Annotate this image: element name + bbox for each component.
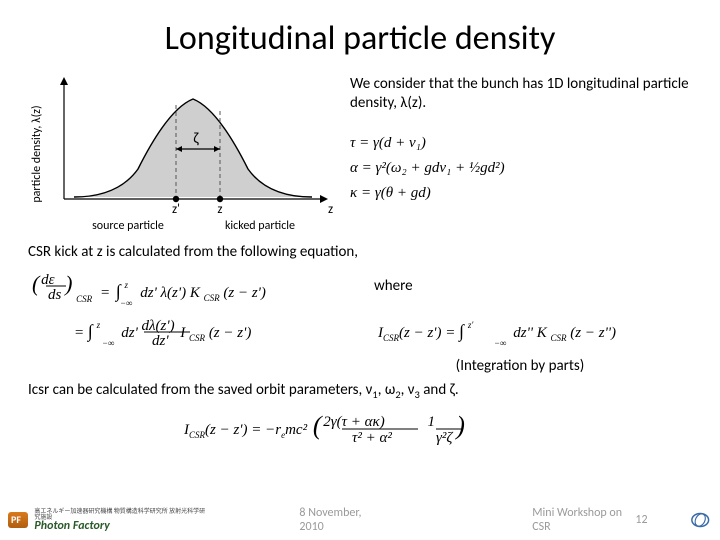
svg-text:ICSR(z − z') = ∫: ICSR(z − z') = ∫ z' −∞ dz'' K CSR (z − z… <box>377 316 616 350</box>
om2sub: 2 <box>395 388 400 401</box>
footer-workshop: Mini Workshop on CSR <box>532 506 635 534</box>
page-title: Longitudinal particle density <box>0 0 720 69</box>
z-label: z <box>217 202 222 217</box>
source-label: source particle <box>92 219 164 233</box>
zprime-label: z' <box>172 202 180 217</box>
icsr-prefix: Icsr can be calculated from the saved or… <box>28 381 366 399</box>
icsr-final-eq: ICSR(z − z') = −remc² ( 2γ(τ + ακ) τ² + … <box>28 407 692 458</box>
kicked-label: kicked particle <box>225 219 295 233</box>
pf-big: Photon Factory <box>34 520 209 532</box>
svg-text:= ∫ z: = ∫ z −∞ dz' dλ(z') dz' I CSR (z − z') <box>74 316 251 350</box>
icsr-line: Icsr can be calculated from the saved or… <box>28 381 692 401</box>
footer-date: 8 November, 2010 <box>299 506 382 534</box>
eq-depsds-1: ( dε ds ) CSR = ∫ z −∞ dz' λ(z') K CSR (… <box>28 265 338 307</box>
pf-icon <box>8 512 28 528</box>
content-area: particle density, λ(z) z ζ z' z sourc <box>0 69 720 458</box>
svg-text:( dε ds: ( dε ds ) CSR = ∫ z −∞ dz' λ(z') K CSR (… <box>32 271 266 307</box>
where-text: where <box>374 277 413 295</box>
intro-and-eqs: We consider that the bunch has 1D longit… <box>350 69 692 202</box>
figure-intro-row: particle density, λ(z) z ζ z' z sourc <box>28 69 692 239</box>
om2: ω <box>385 381 395 399</box>
nu3sub: 3 <box>415 388 420 401</box>
zeta-label: ζ <box>193 130 199 148</box>
kek-icon <box>690 511 710 529</box>
svg-text:ICSR(z − z') = −remc²: ICSR(z − z') = −remc² ( 2γ(τ + ακ) τ² + … <box>183 411 465 446</box>
intro-text: We consider that the bunch has 1D longit… <box>350 69 692 113</box>
ylabel: particle density, λ(z) <box>30 105 44 202</box>
eq-tau: τ = γ(d + ν₁) <box>350 135 692 152</box>
eq-kappa: κ = γ(θ + gd) <box>350 185 692 202</box>
csr-kick-text: CSR kick at z is calculated from the fol… <box>28 243 692 261</box>
density-figure: particle density, λ(z) z ζ z' z sourc <box>28 69 338 239</box>
eq-row-2: = ∫ z −∞ dz' dλ(z') dz' I CSR (z − z') I… <box>28 311 692 355</box>
eq-row-1: ( dε ds ) CSR = ∫ z −∞ dz' λ(z') K CSR (… <box>28 265 692 307</box>
eq-icsr-def: ICSR(z − z') = ∫ z' −∞ dz'' K CSR (z − z… <box>374 311 634 355</box>
logo-left: 高エネルギー加速器研究機構 物質構造科学研究所 放射光科学研究施設 Photon… <box>0 508 209 532</box>
integration-by-parts: (Integration by parts) <box>348 357 692 375</box>
pf-text: 高エネルギー加速器研究機構 物質構造科学研究所 放射光科学研究施設 Photon… <box>34 508 209 532</box>
eq-depsds-2: = ∫ z −∞ dz' dλ(z') dz' I CSR (z − z') <box>28 311 338 355</box>
xlabel: z <box>328 202 333 217</box>
eq-alpha: α = γ²(ω₂ + gdν₁ + ½gd²) <box>350 160 692 177</box>
footer-page: 12 <box>635 513 647 527</box>
nu3: ν <box>408 381 415 399</box>
zeta: ζ <box>450 381 455 399</box>
footer: 高エネルギー加速器研究機構 物質構造科学研究所 放射光科学研究施設 Photon… <box>0 506 720 534</box>
nu1sub: 1 <box>372 388 377 401</box>
